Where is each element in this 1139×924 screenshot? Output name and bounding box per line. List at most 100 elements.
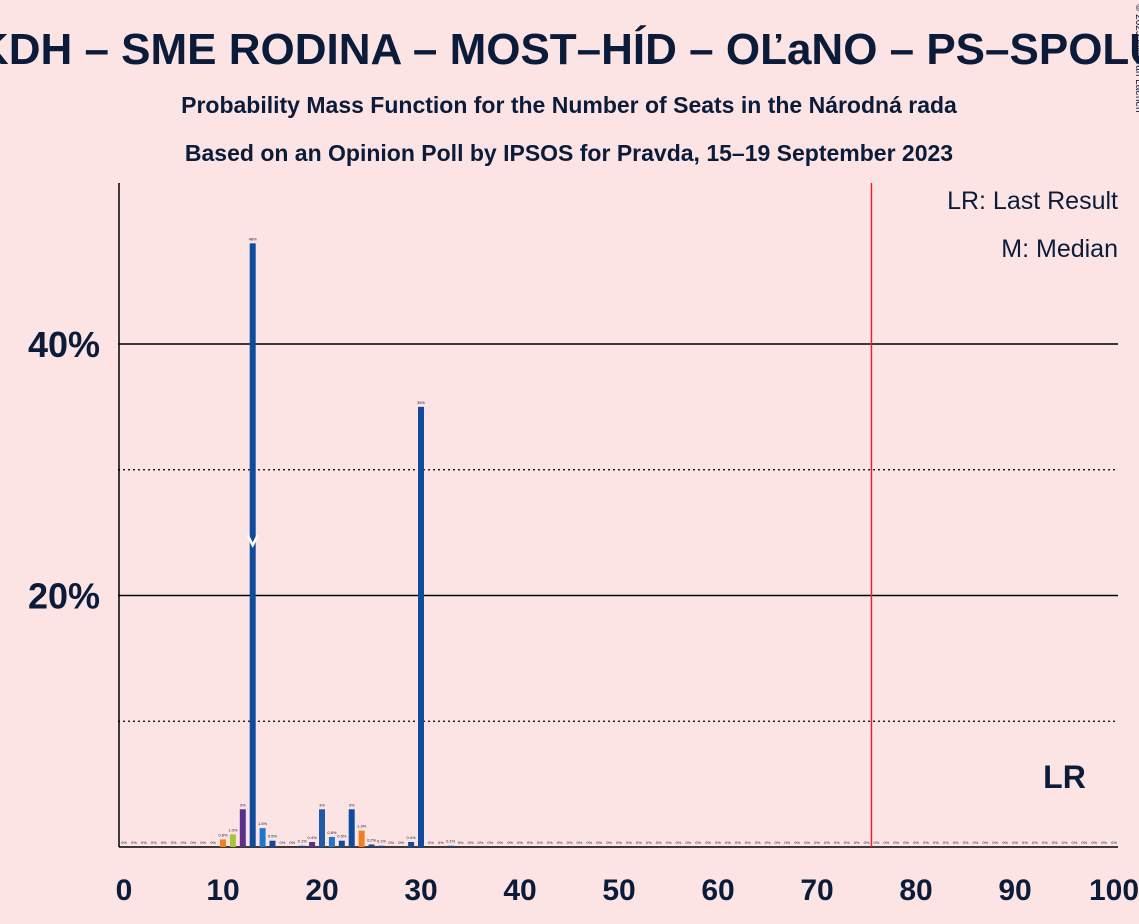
x-tick-label: 30	[404, 874, 437, 907]
value-label: 0%	[804, 840, 810, 845]
value-label: 0%	[992, 840, 998, 845]
value-label: 0%	[824, 840, 830, 845]
value-label: 0%	[131, 840, 137, 845]
value-label: 35%	[417, 400, 425, 405]
value-label: 0%	[280, 840, 286, 845]
value-label: 0%	[190, 840, 196, 845]
value-label: 0.6%	[218, 832, 228, 837]
value-label: 0%	[1032, 840, 1038, 845]
value-label: 0%	[874, 840, 880, 845]
value-label: 0%	[646, 840, 652, 845]
x-tick-label: 10	[206, 874, 239, 907]
value-label: 0%	[1042, 840, 1048, 845]
value-label: 3%	[319, 802, 325, 807]
x-tick-label: 60	[701, 874, 734, 907]
x-tick-label: 40	[503, 874, 536, 907]
value-label: 0%	[794, 840, 800, 845]
value-label: 0%	[161, 840, 167, 845]
value-label: 0%	[913, 840, 919, 845]
value-label: 0%	[973, 840, 979, 845]
value-label: 0%	[1022, 840, 1028, 845]
value-label: 0%	[893, 840, 899, 845]
legend-entry: M: Median	[1001, 235, 1118, 263]
x-tick-label: 70	[800, 874, 833, 907]
value-label: 0%	[725, 840, 731, 845]
value-label: 0.4%	[308, 835, 318, 840]
value-label: 0%	[557, 840, 563, 845]
subtitle: Probability Mass Function for the Number…	[181, 92, 957, 118]
value-label: 0.2%	[367, 837, 377, 842]
value-label: 0%	[834, 840, 840, 845]
value-label: 0%	[626, 840, 632, 845]
subtitle: Based on an Opinion Poll by IPSOS for Pr…	[185, 140, 953, 166]
legend-entry: LR: Last Result	[947, 187, 1118, 215]
value-label: 0%	[784, 840, 790, 845]
value-label: 0%	[547, 840, 553, 845]
bar	[299, 845, 306, 847]
value-label: 0%	[1091, 840, 1097, 845]
value-label: 48%	[249, 236, 257, 241]
value-label: 0%	[765, 840, 771, 845]
value-label: 1.3%	[357, 824, 367, 829]
y-tick-label: 40%	[28, 324, 100, 365]
value-label: 0%	[478, 840, 484, 845]
value-label: 0%	[121, 840, 127, 845]
value-label: 0%	[844, 840, 850, 845]
bar	[259, 828, 266, 847]
value-label: 0%	[933, 840, 939, 845]
value-label: 0%	[775, 840, 781, 845]
value-label: 0%	[735, 840, 741, 845]
bar	[220, 839, 226, 847]
last-result-label: LR	[1043, 759, 1086, 795]
value-label: 3%	[349, 802, 355, 807]
value-label: 0%	[567, 840, 573, 845]
bar	[358, 830, 365, 847]
y-tick-label: 20%	[28, 575, 100, 616]
value-label: 0%	[676, 840, 682, 845]
bar	[269, 840, 276, 847]
value-label: 0%	[1002, 840, 1008, 845]
copyright: © 2023 Filip van Laenen	[1133, 4, 1139, 113]
value-label: 0%	[428, 840, 434, 845]
value-label: 0%	[181, 840, 187, 845]
value-label: 0.5%	[268, 834, 278, 839]
value-label: 0%	[943, 840, 949, 845]
value-label: 0.4%	[407, 835, 417, 840]
bar	[447, 845, 454, 847]
bar	[309, 841, 316, 847]
value-label: 0%	[1072, 840, 1078, 845]
value-label: 0%	[854, 840, 860, 845]
value-label: 0%	[695, 840, 701, 845]
value-label: 0%	[289, 840, 295, 845]
value-label: 0%	[953, 840, 959, 845]
value-label: 0%	[537, 840, 543, 845]
value-label: 0.8%	[327, 830, 337, 835]
value-label: 0%	[666, 840, 672, 845]
bar	[319, 809, 325, 847]
bar	[229, 834, 236, 847]
value-label: 0%	[864, 840, 870, 845]
value-label: 0.1%	[298, 839, 308, 844]
median-marker	[246, 534, 259, 548]
value-label: 0%	[141, 840, 147, 845]
value-label: 0%	[398, 840, 404, 845]
bar	[368, 844, 375, 847]
bar	[378, 845, 385, 847]
value-label: 1.5%	[258, 821, 268, 826]
value-label: 0%	[903, 840, 909, 845]
value-label: 0%	[982, 840, 988, 845]
value-label: 0%	[606, 840, 612, 845]
value-label: 0%	[923, 840, 929, 845]
value-label: 0%	[1111, 840, 1117, 845]
value-label: 0%	[1052, 840, 1058, 845]
value-label: 0%	[171, 840, 177, 845]
bar	[328, 836, 335, 847]
bar	[239, 809, 246, 847]
x-tick-label: 80	[899, 874, 932, 907]
value-label: 0%	[715, 840, 721, 845]
value-label: 0%	[814, 840, 820, 845]
bar	[408, 841, 415, 847]
value-label: 0%	[1101, 840, 1107, 845]
value-label: 0%	[685, 840, 691, 845]
